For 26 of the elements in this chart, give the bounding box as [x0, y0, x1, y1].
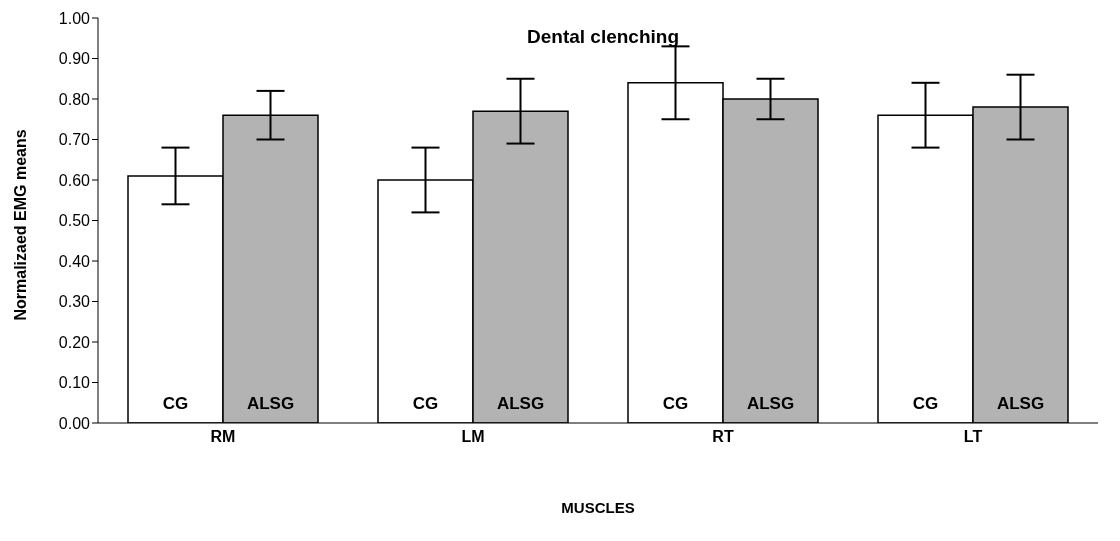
y-tick-label: 0.20 — [58, 333, 91, 351]
x-tick-label: RT — [712, 428, 734, 446]
y-tick-label: 0.60 — [58, 171, 91, 189]
y-tick-label: 0.00 — [58, 414, 91, 432]
y-tick-label: 0.90 — [58, 50, 91, 68]
series-label: ALSG — [246, 394, 295, 413]
y-tick-label: 0.70 — [58, 131, 91, 149]
text: ALSG — [746, 394, 795, 413]
chart-title: Dental clenching — [526, 26, 680, 48]
y-tick-label: 0.80 — [58, 90, 91, 108]
y-tick-label: 0.30 — [58, 293, 91, 311]
x-tick-label: LT — [963, 428, 983, 446]
x-tick-label: LM — [461, 428, 485, 446]
y-tick-label: 1.00 — [58, 9, 91, 27]
text: CG — [912, 394, 939, 413]
x-axis-title: MUSCLES — [561, 499, 635, 516]
text: CG — [412, 394, 439, 413]
y-axis-title: Normalizaed EMG means — [11, 129, 29, 321]
text: ALSG — [996, 394, 1045, 413]
y-tick-label: 0.50 — [58, 212, 91, 230]
text: ALSG — [496, 394, 545, 413]
y-tick-label: 0.10 — [58, 374, 91, 392]
text: CG — [662, 394, 689, 413]
series-label: CG — [162, 394, 189, 413]
y-tick-label: 0.40 — [58, 252, 91, 270]
x-tick-label: RM — [210, 428, 236, 446]
